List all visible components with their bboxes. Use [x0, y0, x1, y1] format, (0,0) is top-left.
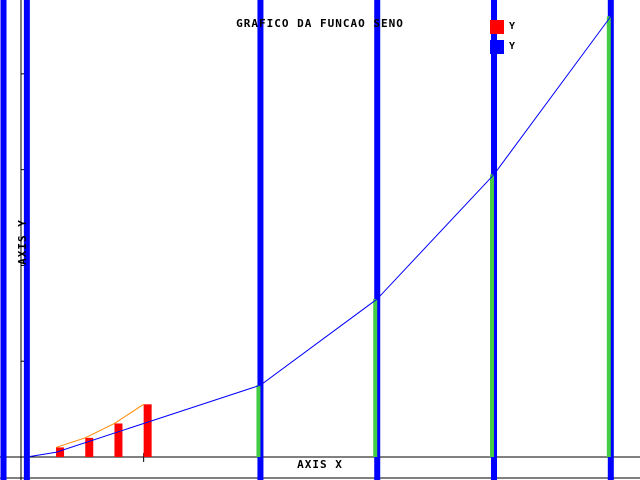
vertical-marker [0, 0, 7, 480]
red-bar [114, 423, 123, 457]
legend-label: Y [509, 41, 515, 52]
green-bar [256, 385, 261, 457]
x-axis-label: AXIS X [297, 458, 343, 471]
green-bar [490, 174, 495, 457]
vertical-markers [0, 0, 614, 480]
orange-series-line [55, 403, 144, 448]
vertical-marker [257, 0, 264, 480]
vertical-marker [23, 0, 30, 480]
vertical-marker [374, 0, 381, 480]
legend-swatch [490, 20, 504, 34]
green-bar [373, 298, 378, 457]
legend: YY [490, 20, 515, 54]
y-axis-label: AXIS Y [16, 219, 29, 265]
legend-swatch [490, 40, 504, 54]
red-bar [85, 437, 94, 457]
green-bar [606, 16, 611, 458]
bars [56, 16, 611, 458]
red-bar [56, 447, 65, 457]
lines [26, 16, 612, 458]
legend-label: Y [509, 21, 515, 32]
blue-series-line [26, 16, 612, 458]
chart-title: GRAFICO DA FUNCAO SENO [236, 17, 404, 30]
red-bar [143, 404, 152, 457]
